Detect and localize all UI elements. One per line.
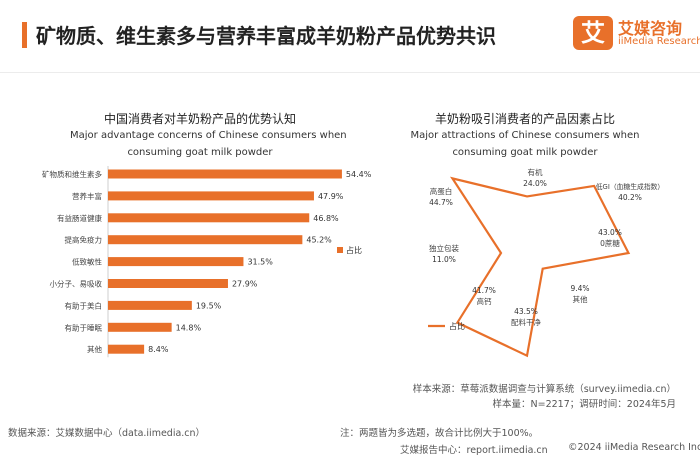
radar-value-label: 44.7% (429, 198, 453, 207)
radar-category-label: 低GI（血糖生成指数） (596, 182, 664, 191)
bar-value-label: 8.4% (148, 345, 169, 354)
bar-chart-title: 中国消费者对羊奶粉产品的优势认知 (103, 112, 296, 126)
bar (108, 169, 342, 179)
copyright: ©2024 iiMedia Research Inc (568, 442, 700, 453)
bar-category-label: 有助于睡眠 (65, 322, 103, 332)
bar-category-label: 小分子、易吸收 (50, 279, 103, 289)
logo-text-en: iiMedia Research (618, 36, 700, 47)
header-divider (0, 72, 700, 73)
iimedia-logo-icon: 艾 (573, 16, 613, 50)
bar-value-label: 47.9% (318, 192, 344, 201)
sample-source: 样本来源：草莓派数据调查与计算系统（survey.iimedia.cn） (412, 384, 676, 395)
bar-value-label: 27.9% (232, 280, 258, 289)
survey-note: 注：两题皆为多选题，故合计比例大于100%。 (340, 428, 539, 439)
bar-legend-swatch (337, 247, 343, 253)
radar-series-line (449, 176, 631, 358)
radar-chart-subtitle-1: Major attractions of Chinese consumers w… (410, 130, 640, 141)
bar-chart-subtitle-2: consuming goat milk powder (127, 147, 273, 158)
bar-category-label: 营养丰富 (72, 191, 102, 201)
radar-chart-title: 羊奶粉吸引消费者的产品因素占比 (434, 112, 615, 126)
bar-value-label: 46.8% (313, 214, 339, 223)
bar-chart-subtitle-1: Major advantage concerns of Chinese cons… (70, 130, 347, 141)
radar-category-label: 高钙 (477, 296, 492, 306)
bar-value-label: 45.2% (306, 236, 332, 245)
radar-category-label: 配料干净 (511, 317, 541, 327)
bar-category-label: 提高免疫力 (65, 235, 103, 245)
bar (108, 213, 310, 223)
radar-legend-label: 占比 (449, 321, 465, 331)
bar (108, 235, 303, 245)
bar-value-label: 31.5% (247, 258, 273, 267)
bar-value-label: 54.4% (346, 170, 372, 179)
bar (108, 257, 244, 267)
bar-category-label: 矿物质和维生素多 (42, 169, 102, 179)
bar-category-label: 其他 (87, 344, 102, 354)
bar-category-label: 有益肠道健康 (57, 213, 102, 223)
radar-value-label: 43.5% (514, 307, 538, 316)
bar (108, 344, 145, 354)
radar-value-label: 9.4% (570, 284, 589, 293)
radar-value-label: 40.2% (618, 193, 642, 202)
radar-chart-subtitle-2: consuming goat milk powder (452, 147, 598, 158)
sample-info: 样本量：N=2217；调研时间：2024年5月 (492, 399, 676, 410)
bar (108, 300, 192, 310)
radar-value-label: 43.0% (598, 228, 622, 237)
report-center: 艾媒报告中心：report.iimedia.cn (400, 445, 548, 456)
bar (108, 191, 314, 201)
radar-category-label: 有机 (528, 167, 543, 177)
bar-legend-label: 占比 (346, 245, 362, 255)
bar-category-label: 有助于美白 (65, 300, 103, 310)
page-title: 矿物质、维生素多与营养丰富成羊奶粉产品优势共识 (36, 24, 496, 48)
data-source: 数据来源：艾媒数据中心（data.iimedia.cn） (8, 428, 206, 439)
radar-value-label: 24.0% (523, 179, 547, 188)
title-accent-bar (22, 22, 27, 48)
radar-value-label: 11.0% (432, 255, 456, 264)
radar-category-label: 高蛋白 (430, 186, 453, 196)
radar-category-label: 0蔗糖 (600, 238, 620, 248)
bar (108, 279, 228, 288)
bar-value-label: 14.8% (176, 323, 202, 332)
bar-value-label: 19.5% (196, 301, 222, 310)
radar-category-label: 独立包装 (429, 243, 459, 253)
bar-category-label: 低致敏性 (72, 257, 102, 267)
radar-category-label: 其他 (573, 294, 588, 304)
radar-value-label: 41.7% (472, 286, 496, 295)
bar (108, 322, 172, 332)
logo-text-cn: 艾媒咨询 (618, 19, 683, 38)
header-bar: 矿物质、维生素多与营养丰富成羊奶粉产品优势共识 艾 艾媒咨询 iiMedia R… (0, 0, 700, 64)
